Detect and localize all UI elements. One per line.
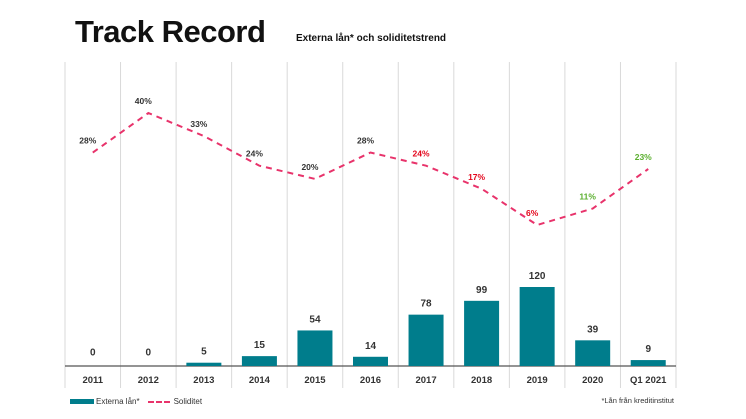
bar-value-label: 54 <box>309 314 321 325</box>
footnote: *Lån från kreditinstitut <box>601 396 674 405</box>
bar-2019 <box>519 287 555 366</box>
bar-2020 <box>575 340 611 366</box>
bar-2016 <box>353 356 388 366</box>
x-tick-label: Q1 2021 <box>630 375 667 386</box>
line-value-label: 20% <box>301 162 318 172</box>
bar-value-label: 5 <box>201 347 207 358</box>
line-value-label: 40% <box>135 96 152 106</box>
bar-value-label: 78 <box>420 299 432 310</box>
line-value-label: 11% <box>579 192 596 202</box>
bar-2013 <box>186 362 222 366</box>
x-tick-label: 2019 <box>527 375 548 386</box>
line-value-label: 28% <box>357 136 374 146</box>
bar-value-label: 9 <box>645 344 651 355</box>
line-value-label: 23% <box>635 152 652 162</box>
bar-q1-2021 <box>630 360 666 366</box>
line-value-label: 24% <box>413 149 430 159</box>
bar-value-label: 0 <box>90 348 96 359</box>
x-tick-label: 2015 <box>304 375 326 386</box>
legend-label-loans: Externa lån* <box>96 397 140 406</box>
legend-swatch-bar <box>70 399 94 404</box>
legend-swatch-line <box>147 400 170 403</box>
x-tick-label: 2013 <box>193 375 214 386</box>
bar-2018 <box>464 300 500 366</box>
bar-2014 <box>241 356 277 366</box>
x-tick-label: 2014 <box>249 375 271 386</box>
bar-value-label: 0 <box>146 348 152 359</box>
legend-label-solvency: Soliditet <box>173 397 203 406</box>
line-value-label: 6% <box>526 208 539 218</box>
bar-2015 <box>297 330 333 366</box>
x-tick-label: 2016 <box>360 375 381 386</box>
page-title: Track Record <box>75 14 266 49</box>
bar-value-label: 120 <box>529 271 546 282</box>
legend-item-solvency: Soliditet <box>147 397 203 406</box>
x-tick-label: 2012 <box>138 375 159 386</box>
bar-value-label: 99 <box>476 285 488 296</box>
line-value-label: 28% <box>79 136 96 146</box>
x-tick-label: 2017 <box>415 375 436 386</box>
x-tick-label: 2020 <box>582 375 603 386</box>
line-value-label: 33% <box>190 119 207 129</box>
line-value-label: 17% <box>468 172 485 182</box>
legend-item-loans: Externa lån* <box>70 397 140 406</box>
chart-legend: Externa lån* Soliditet <box>70 397 210 406</box>
chart-subtitle: Externa lån* och soliditetstrend <box>296 33 446 44</box>
bar-value-label: 14 <box>365 341 377 352</box>
line-value-label: 24% <box>246 149 263 159</box>
bar-value-label: 15 <box>254 340 266 351</box>
bar-value-label: 39 <box>587 324 599 335</box>
chart-subtitle-text: Externa lån* och soliditetstrend <box>296 33 447 44</box>
bar-2017 <box>408 314 444 366</box>
x-tick-label: 2018 <box>471 375 492 386</box>
x-tick-label: 2011 <box>82 375 103 386</box>
solvency-line <box>92 111 649 227</box>
